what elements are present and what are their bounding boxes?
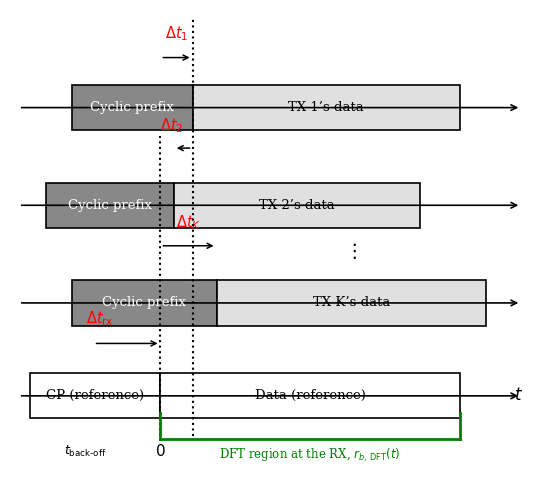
Text: DFT region at the RX, $r_{b,\,\mathrm{DFT}}(t)$: DFT region at the RX, $r_{b,\,\mathrm{DF… [219,447,401,464]
Text: $\vdots$: $\vdots$ [344,241,356,261]
Text: TX 2’s data: TX 2’s data [259,199,335,212]
Text: Cyclic prefix: Cyclic prefix [90,101,174,114]
Text: Cyclic prefix: Cyclic prefix [103,296,186,309]
Bar [45,183,174,228]
Text: $\Delta t_K$: $\Delta t_K$ [176,214,201,232]
Bar [174,183,420,228]
Text: TX K’s data: TX K’s data [313,296,390,309]
Text: $0$: $0$ [155,443,166,459]
Text: Cyclic prefix: Cyclic prefix [68,199,152,212]
Bar [160,373,460,418]
Text: $t$: $t$ [514,388,523,404]
Bar [72,85,192,130]
Bar [30,373,160,418]
Text: CP (reference): CP (reference) [46,389,144,402]
Text: $\Delta t_{\mathrm{rx}}$: $\Delta t_{\mathrm{rx}}$ [86,309,113,328]
Text: TX 1’s data: TX 1’s data [288,101,364,114]
Text: $t_{\mathrm{back\text{-}off}}$: $t_{\mathrm{back\text{-}off}}$ [64,443,107,458]
Bar [217,281,487,325]
Text: $\Delta t_2$: $\Delta t_2$ [160,117,184,135]
Text: Data (reference): Data (reference) [255,389,366,402]
Bar [192,85,460,130]
Text: $\Delta t_1$: $\Delta t_1$ [165,25,188,43]
Bar [72,281,217,325]
